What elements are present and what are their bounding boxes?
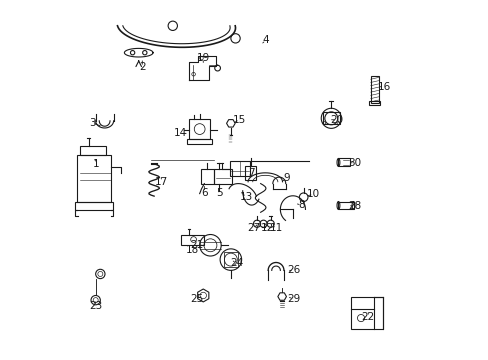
Text: 27: 27	[246, 224, 260, 233]
Text: 22: 22	[361, 312, 374, 322]
Text: 23: 23	[89, 301, 102, 311]
Text: 24: 24	[229, 258, 243, 268]
Text: 28: 28	[347, 201, 361, 211]
Text: 12: 12	[261, 224, 274, 233]
Text: 20: 20	[330, 115, 343, 125]
Text: 5: 5	[216, 188, 222, 198]
Text: 30: 30	[347, 158, 361, 168]
Text: 10: 10	[306, 189, 320, 199]
Text: 2: 2	[139, 62, 145, 72]
Bar	[80, 146, 106, 155]
Bar	[370, 76, 378, 103]
Bar	[230, 161, 249, 176]
Bar	[188, 119, 210, 139]
Text: 4: 4	[262, 35, 269, 45]
Text: 29: 29	[287, 294, 300, 304]
Text: 17: 17	[154, 177, 167, 187]
Text: 14: 14	[173, 129, 186, 138]
Text: 11: 11	[269, 224, 283, 233]
Bar	[322, 112, 339, 125]
Text: 8: 8	[298, 200, 305, 210]
Text: 6: 6	[201, 188, 207, 198]
Text: 18: 18	[185, 245, 199, 255]
Text: 3: 3	[89, 118, 95, 128]
Text: 9: 9	[283, 173, 289, 183]
Bar	[338, 202, 353, 210]
Bar	[75, 202, 113, 211]
Text: 16: 16	[377, 82, 390, 92]
Text: 13: 13	[239, 192, 252, 202]
Bar	[368, 101, 380, 105]
Text: 19: 19	[196, 53, 209, 63]
Text: 21: 21	[190, 240, 203, 250]
Bar	[180, 234, 203, 244]
Text: 7: 7	[248, 168, 254, 178]
Bar	[338, 158, 349, 166]
Bar	[187, 139, 212, 144]
Bar	[223, 252, 238, 267]
Text: 26: 26	[287, 265, 300, 275]
Text: 15: 15	[233, 115, 246, 125]
Text: 25: 25	[190, 294, 203, 304]
Bar	[77, 155, 110, 202]
Bar	[201, 169, 214, 184]
Bar	[244, 166, 255, 180]
Bar	[351, 297, 382, 329]
Text: 1: 1	[92, 159, 99, 169]
Bar	[214, 169, 231, 184]
